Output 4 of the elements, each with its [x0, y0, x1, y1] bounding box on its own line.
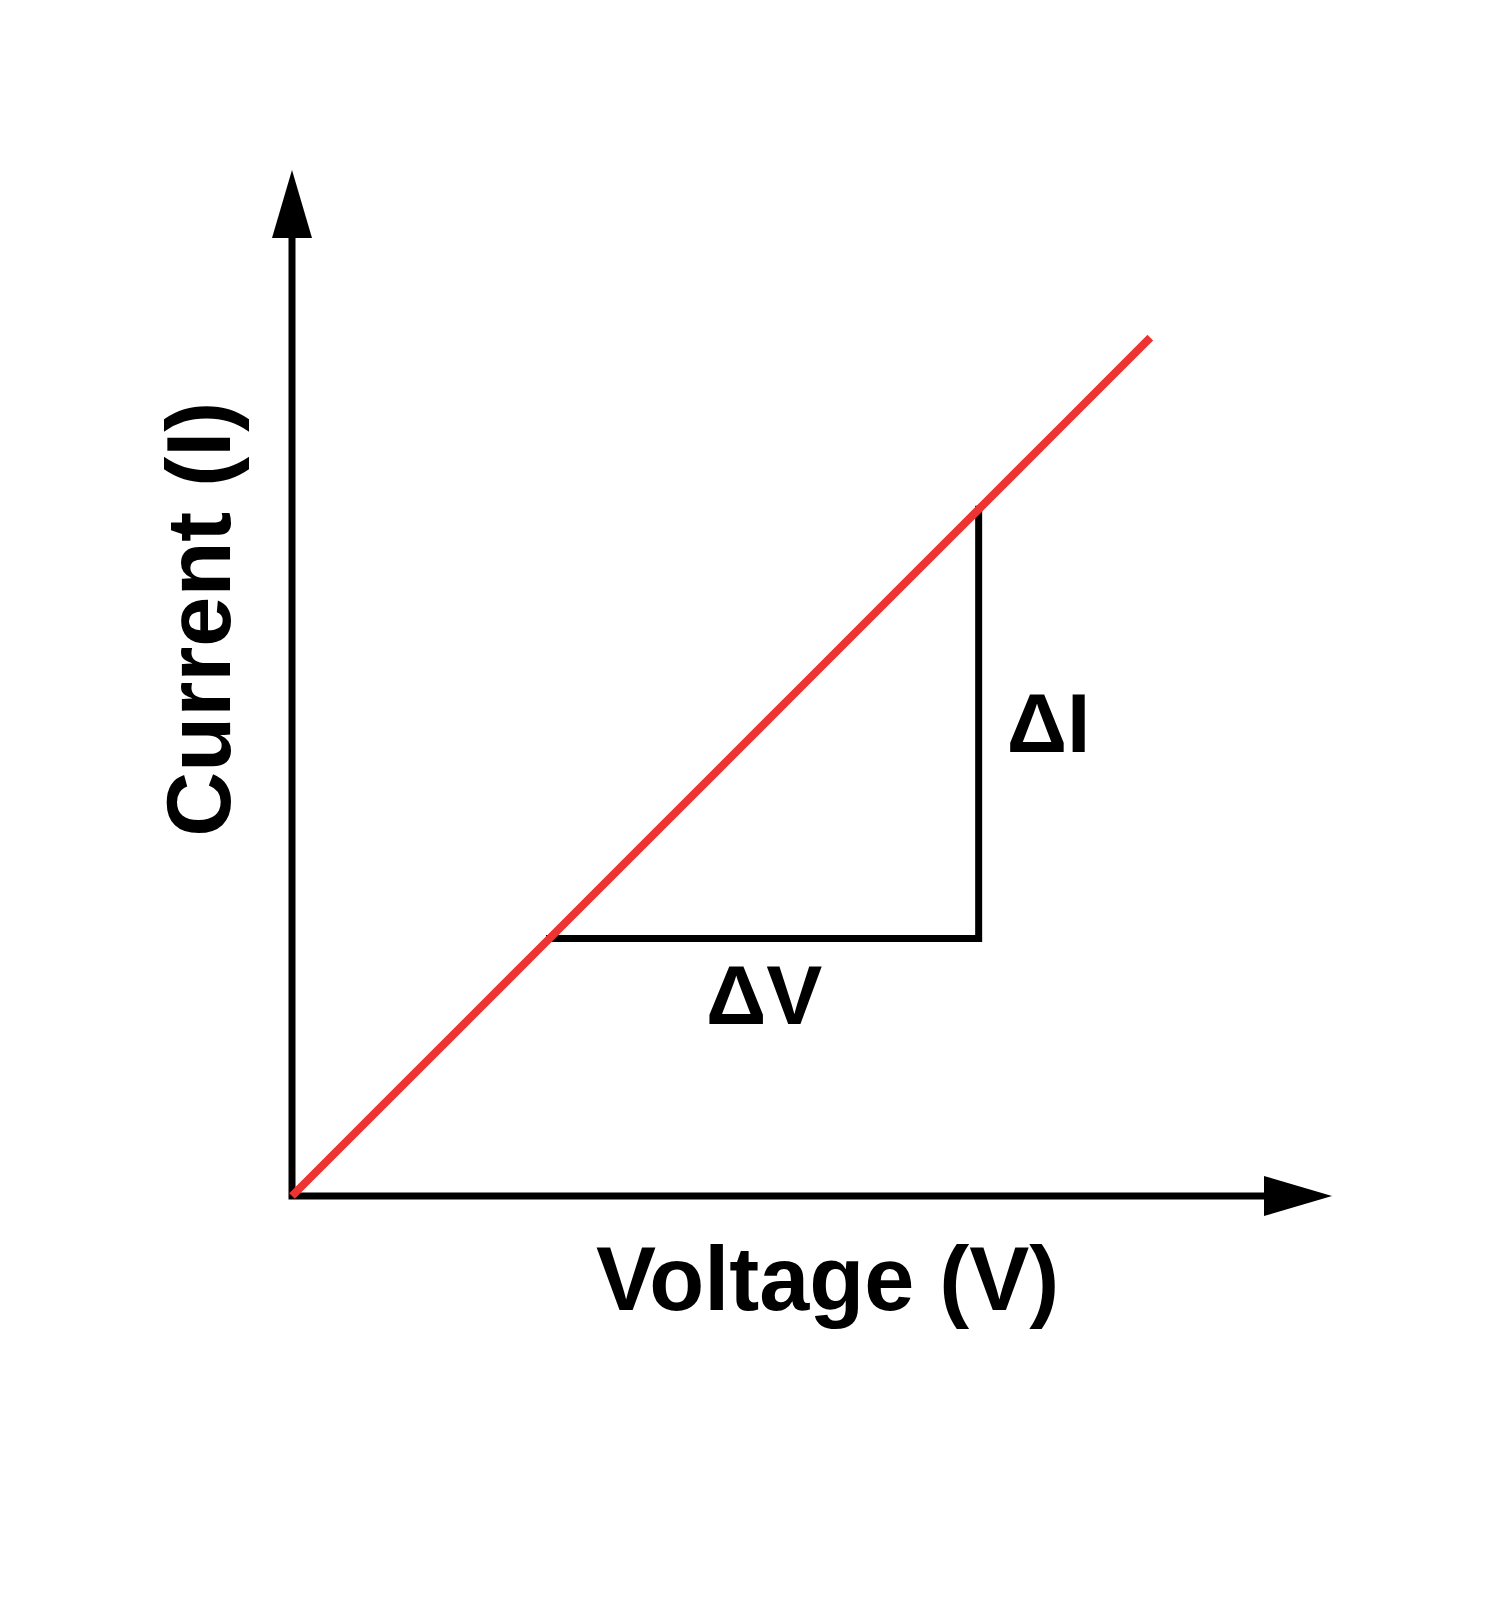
x-axis-title: Voltage (V) — [595, 1229, 1060, 1329]
annotation: ΔV — [705, 947, 823, 1042]
y-axis-title: Current (I) — [149, 401, 249, 837]
annotation: ΔI — [1006, 675, 1091, 770]
